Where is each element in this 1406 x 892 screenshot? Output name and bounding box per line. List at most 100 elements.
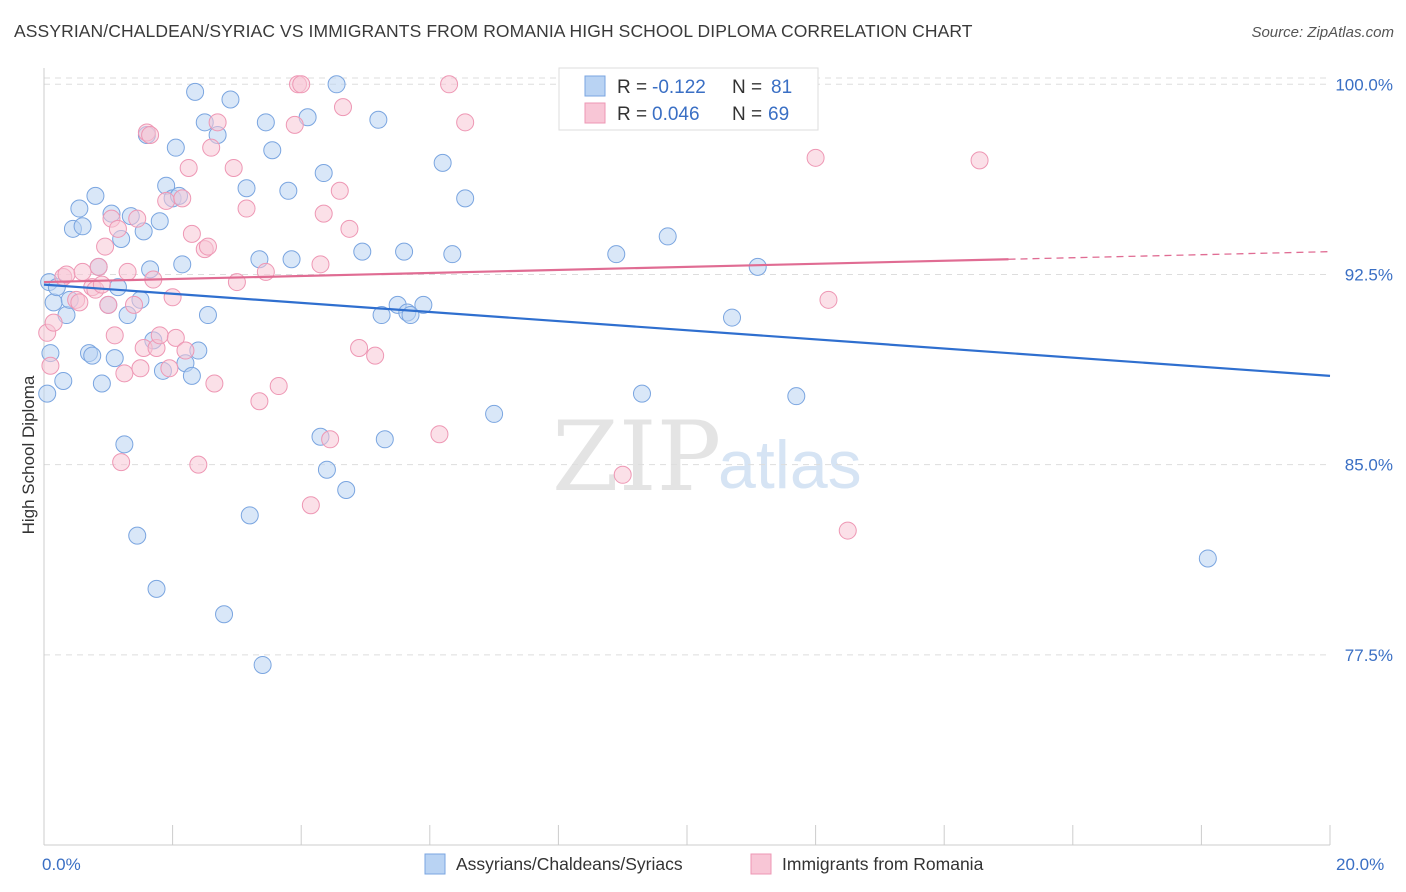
legend-r-value-blue: -0.122	[652, 77, 706, 98]
trend-lines	[43, 250, 1331, 377]
data-point-romania	[99, 295, 118, 314]
data-point-assyrians	[38, 384, 57, 403]
data-point-romania	[202, 138, 221, 157]
data-point-romania	[366, 346, 385, 365]
data-point-assyrians	[748, 257, 767, 276]
data-point-romania	[160, 359, 179, 378]
y-tick-labels: 77.5% 85.0% 92.5% 100.0%	[1335, 75, 1393, 665]
data-point-assyrians	[632, 384, 651, 403]
data-point-assyrians	[485, 404, 504, 423]
data-point-assyrians	[253, 655, 272, 674]
data-point-romania	[269, 377, 288, 396]
data-point-romania	[163, 288, 182, 307]
series-legend-swatch-pink	[750, 853, 772, 875]
y-axis-title: High School Diploma	[19, 375, 38, 534]
data-point-romania	[237, 199, 256, 218]
data-point-romania	[128, 209, 147, 228]
series-legend-swatch-blue	[424, 853, 446, 875]
data-point-romania	[89, 257, 108, 276]
data-point-romania	[141, 126, 160, 144]
data-point-romania	[292, 75, 311, 94]
data-point-romania	[105, 326, 124, 345]
data-point-assyrians	[263, 141, 282, 160]
data-point-romania	[205, 374, 224, 393]
data-point-romania	[224, 158, 243, 177]
data-point-romania	[613, 465, 632, 484]
data-point-romania	[166, 328, 185, 347]
data-point-assyrians	[73, 217, 92, 236]
chart-title: ASSYRIAN/CHALDEAN/SYRIAC VS IMMIGRANTS F…	[14, 21, 973, 41]
data-point-assyrians	[240, 506, 259, 525]
data-point-romania	[70, 293, 89, 312]
legend-r-value-pink: 0.046	[652, 104, 700, 125]
legend-n-label-blue: N =	[732, 77, 762, 98]
legend-swatch-blue	[584, 75, 606, 97]
data-point-assyrians	[658, 227, 677, 246]
data-point-assyrians	[147, 579, 166, 598]
stats-legend: R = -0.122 N = 81 R = 0.046 N = 69	[558, 67, 819, 131]
data-point-assyrians	[128, 526, 147, 545]
legend-r-label-blue: R =	[617, 77, 647, 98]
data-point-romania	[179, 158, 198, 177]
data-point-assyrians	[327, 75, 346, 94]
data-point-romania	[440, 75, 459, 94]
data-point-assyrians	[723, 308, 742, 327]
data-point-assyrians	[317, 460, 336, 479]
data-point-assyrians	[221, 90, 240, 109]
data-point-romania	[819, 290, 838, 309]
data-point-assyrians	[182, 366, 201, 385]
x-tick-label-max: 20.0%	[1336, 855, 1384, 874]
data-point-assyrians	[186, 82, 205, 101]
data-point-assyrians	[607, 245, 626, 264]
data-point-assyrians	[105, 349, 124, 368]
data-point-romania	[311, 255, 330, 274]
data-point-romania	[44, 313, 63, 332]
data-point-romania	[125, 295, 144, 314]
data-point-assyrians	[86, 186, 105, 205]
legend-swatch-pink	[584, 102, 606, 124]
data-point-assyrians	[70, 199, 89, 218]
data-point-romania	[115, 364, 134, 383]
y-tick-label: 77.5%	[1345, 646, 1393, 665]
data-point-assyrians	[456, 189, 475, 208]
data-point-assyrians	[433, 153, 452, 172]
data-point-romania	[456, 113, 475, 132]
data-point-assyrians	[369, 110, 388, 129]
data-point-assyrians	[173, 255, 192, 274]
data-point-romania	[301, 496, 320, 515]
data-point-assyrians	[44, 293, 63, 312]
data-point-assyrians	[150, 212, 169, 231]
series-romania-points	[38, 75, 989, 540]
data-point-assyrians	[787, 387, 806, 406]
data-point-romania	[350, 339, 369, 357]
data-point-romania	[838, 521, 857, 540]
source-credit: Source: ZipAtlas.com	[1251, 24, 1394, 41]
data-point-romania	[131, 359, 150, 378]
legend-r-label-pink: R =	[617, 104, 647, 125]
axes	[43, 68, 1331, 846]
data-point-romania	[112, 453, 131, 472]
data-point-romania	[198, 237, 217, 256]
data-point-assyrians	[1198, 549, 1217, 568]
data-point-romania	[285, 115, 304, 134]
data-point-assyrians	[372, 306, 391, 325]
data-point-romania	[340, 219, 359, 238]
data-point-romania	[41, 356, 60, 375]
y-tick-label: 85.0%	[1345, 456, 1393, 475]
data-point-romania	[118, 262, 137, 281]
data-point-romania	[970, 151, 989, 170]
data-point-assyrians	[83, 346, 102, 365]
data-point-assyrians	[337, 481, 356, 499]
series-legend-label-blue: Assyrians/Chaldeans/Syriacs	[456, 854, 683, 874]
legend-n-value-blue: 81	[771, 77, 792, 98]
data-point-romania	[108, 219, 127, 238]
data-point-romania	[806, 148, 825, 167]
data-point-assyrians	[237, 179, 256, 198]
data-point-romania	[321, 430, 340, 449]
data-point-assyrians	[443, 245, 462, 264]
data-point-assyrians	[92, 374, 111, 393]
data-point-romania	[96, 237, 115, 256]
data-point-romania	[208, 113, 227, 132]
data-point-assyrians	[395, 242, 414, 261]
